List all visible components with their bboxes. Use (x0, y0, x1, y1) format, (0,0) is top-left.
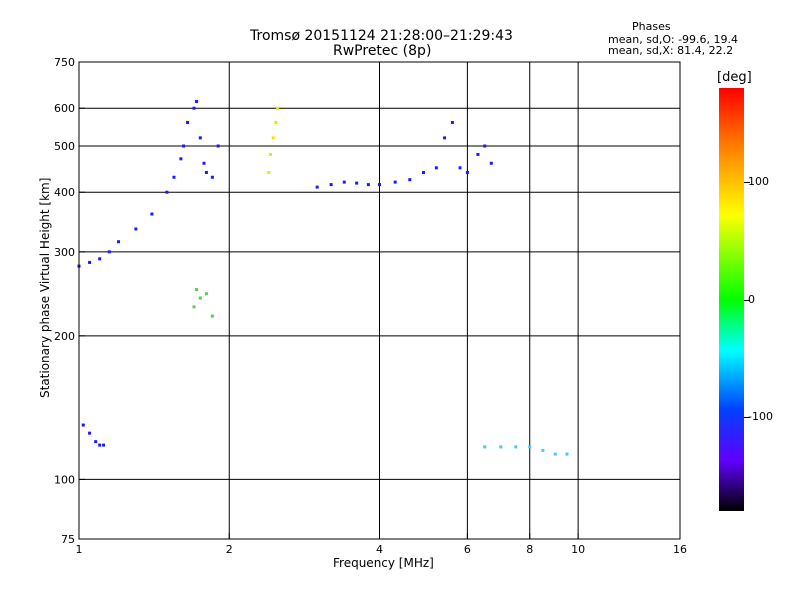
data-point (179, 157, 183, 161)
colorbar-tick-label: -100 (748, 410, 773, 423)
data-point (192, 106, 196, 110)
data-point (476, 152, 480, 156)
data-point (421, 170, 425, 174)
colorbar-label: [deg] (717, 70, 752, 85)
data-points (77, 99, 569, 456)
phases-o-line: mean, sd,O: -99.6, 19.4 (608, 33, 739, 46)
data-point (408, 178, 412, 182)
data-point (269, 152, 273, 156)
data-point (489, 161, 493, 165)
x-tick-label: 8 (526, 543, 533, 556)
data-point (186, 121, 190, 125)
data-point (195, 288, 199, 292)
x-tick-label: 1 (76, 543, 83, 556)
data-point (355, 181, 359, 185)
data-point (465, 170, 469, 174)
colorbar (719, 88, 744, 511)
data-point (94, 440, 98, 444)
data-point (165, 190, 169, 194)
data-point (271, 136, 275, 140)
colorbar-tick (744, 299, 750, 301)
colorbar-tick-label: 0 (748, 292, 755, 306)
data-point (434, 166, 438, 170)
data-point (342, 180, 346, 184)
data-point (182, 144, 186, 148)
colorbar-tick (744, 417, 750, 418)
axis-ticks: 1 2 4 6 8 10 16 75 100 200 300 400 500 600 750 (54, 56, 687, 556)
data-point (276, 106, 280, 110)
y-axis-label: Stationary phase Virtual Height [km] (38, 177, 52, 398)
x-axis-label: Frequency [MHz] (333, 556, 434, 570)
y-tick-label: 200 (54, 330, 75, 343)
data-point (210, 314, 214, 318)
data-point (499, 445, 503, 449)
chart-subtitle: RwPretec (8p) (333, 43, 432, 59)
y-tick-label: 600 (54, 102, 75, 115)
x-tick-label: 10 (571, 543, 585, 556)
data-point (366, 183, 370, 187)
data-point (198, 136, 202, 140)
data-point (216, 144, 220, 148)
data-point (210, 175, 214, 179)
grid-lines (79, 62, 680, 539)
data-point (267, 170, 271, 174)
y-tick-label: 75 (61, 533, 75, 546)
data-point (134, 227, 138, 231)
x-tick-label: 2 (226, 543, 233, 556)
phases-header: Phases (632, 20, 671, 33)
data-point (450, 121, 454, 125)
data-point (98, 443, 102, 447)
phases-x-line: mean, sd,X: 81.4, 22.2 (608, 44, 734, 57)
data-point (393, 180, 397, 184)
data-point (483, 445, 487, 449)
data-point (553, 452, 557, 456)
data-point (202, 161, 206, 165)
x-tick-label: 6 (464, 543, 471, 556)
data-point (204, 292, 208, 296)
x-tick-label: 4 (376, 543, 383, 556)
data-point (150, 212, 154, 216)
data-point (378, 183, 381, 187)
colorbar-tick-label: 100 (748, 175, 769, 188)
data-point (514, 445, 518, 449)
data-point (172, 175, 176, 179)
data-point (88, 431, 92, 435)
data-point (528, 445, 532, 449)
data-point (117, 240, 121, 244)
y-tick-label: 100 (54, 473, 75, 486)
y-tick-label: 400 (54, 186, 75, 199)
data-point (483, 144, 487, 148)
data-point (274, 121, 278, 125)
data-point (565, 452, 569, 456)
data-point (204, 170, 208, 174)
colorbar-tick (744, 182, 750, 183)
data-point (102, 443, 106, 447)
data-point (443, 136, 447, 140)
data-point (98, 257, 102, 261)
y-tick-label: 500 (54, 140, 75, 153)
data-point (198, 296, 202, 300)
data-point (88, 260, 92, 264)
data-point (81, 423, 85, 427)
y-tick-label: 300 (54, 246, 75, 259)
chart-title: Tromsø 20151124 21:28:00–21:29:43 (250, 28, 513, 44)
data-point (541, 448, 545, 452)
data-point (315, 185, 319, 189)
data-point (192, 305, 196, 309)
data-point (195, 99, 199, 103)
data-point (329, 183, 333, 187)
data-point (107, 250, 111, 254)
x-tick-label: 16 (673, 543, 687, 556)
data-point (458, 166, 462, 170)
y-tick-label: 750 (54, 56, 75, 69)
